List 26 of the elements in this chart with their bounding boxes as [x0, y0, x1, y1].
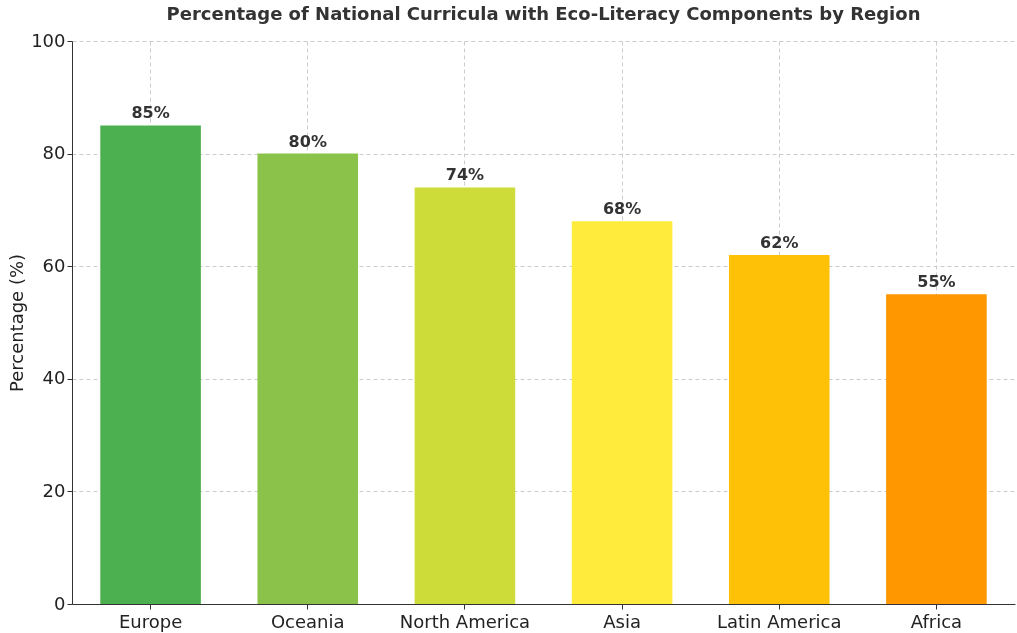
y-tick-label: 20 [42, 479, 66, 501]
data-label: 68% [602, 199, 642, 219]
bar [100, 125, 201, 604]
x-tick-label: North America [399, 610, 531, 632]
y-tick-label: 0 [54, 592, 66, 614]
x-tick-label: Oceania [270, 610, 345, 632]
data-label: 85% [131, 103, 170, 123]
bar [571, 221, 673, 604]
chart-title: Percentage of National Curricula with Eco-Literacy Components by Region [166, 3, 921, 24]
y-tick-label: 80 [42, 142, 66, 164]
y-axis-title: Percentage (%) [6, 253, 28, 393]
x-tick-label: Europe [118, 610, 183, 632]
x-tick-label: Africa [910, 610, 963, 632]
data-label: 74% [445, 165, 485, 185]
x-tick-label: Asia [603, 610, 641, 632]
bar [728, 254, 830, 604]
x-tick-label: Latin America [717, 610, 842, 632]
data-label: 55% [917, 272, 956, 292]
bar [257, 153, 359, 604]
data-label: 80% [288, 131, 327, 151]
y-tick-label: 40 [42, 367, 66, 389]
y-tick-label: 100 [31, 29, 66, 51]
bar [414, 187, 516, 604]
data-label: 62% [760, 232, 799, 252]
y-tick-label: 60 [42, 254, 66, 276]
bar [886, 294, 987, 604]
